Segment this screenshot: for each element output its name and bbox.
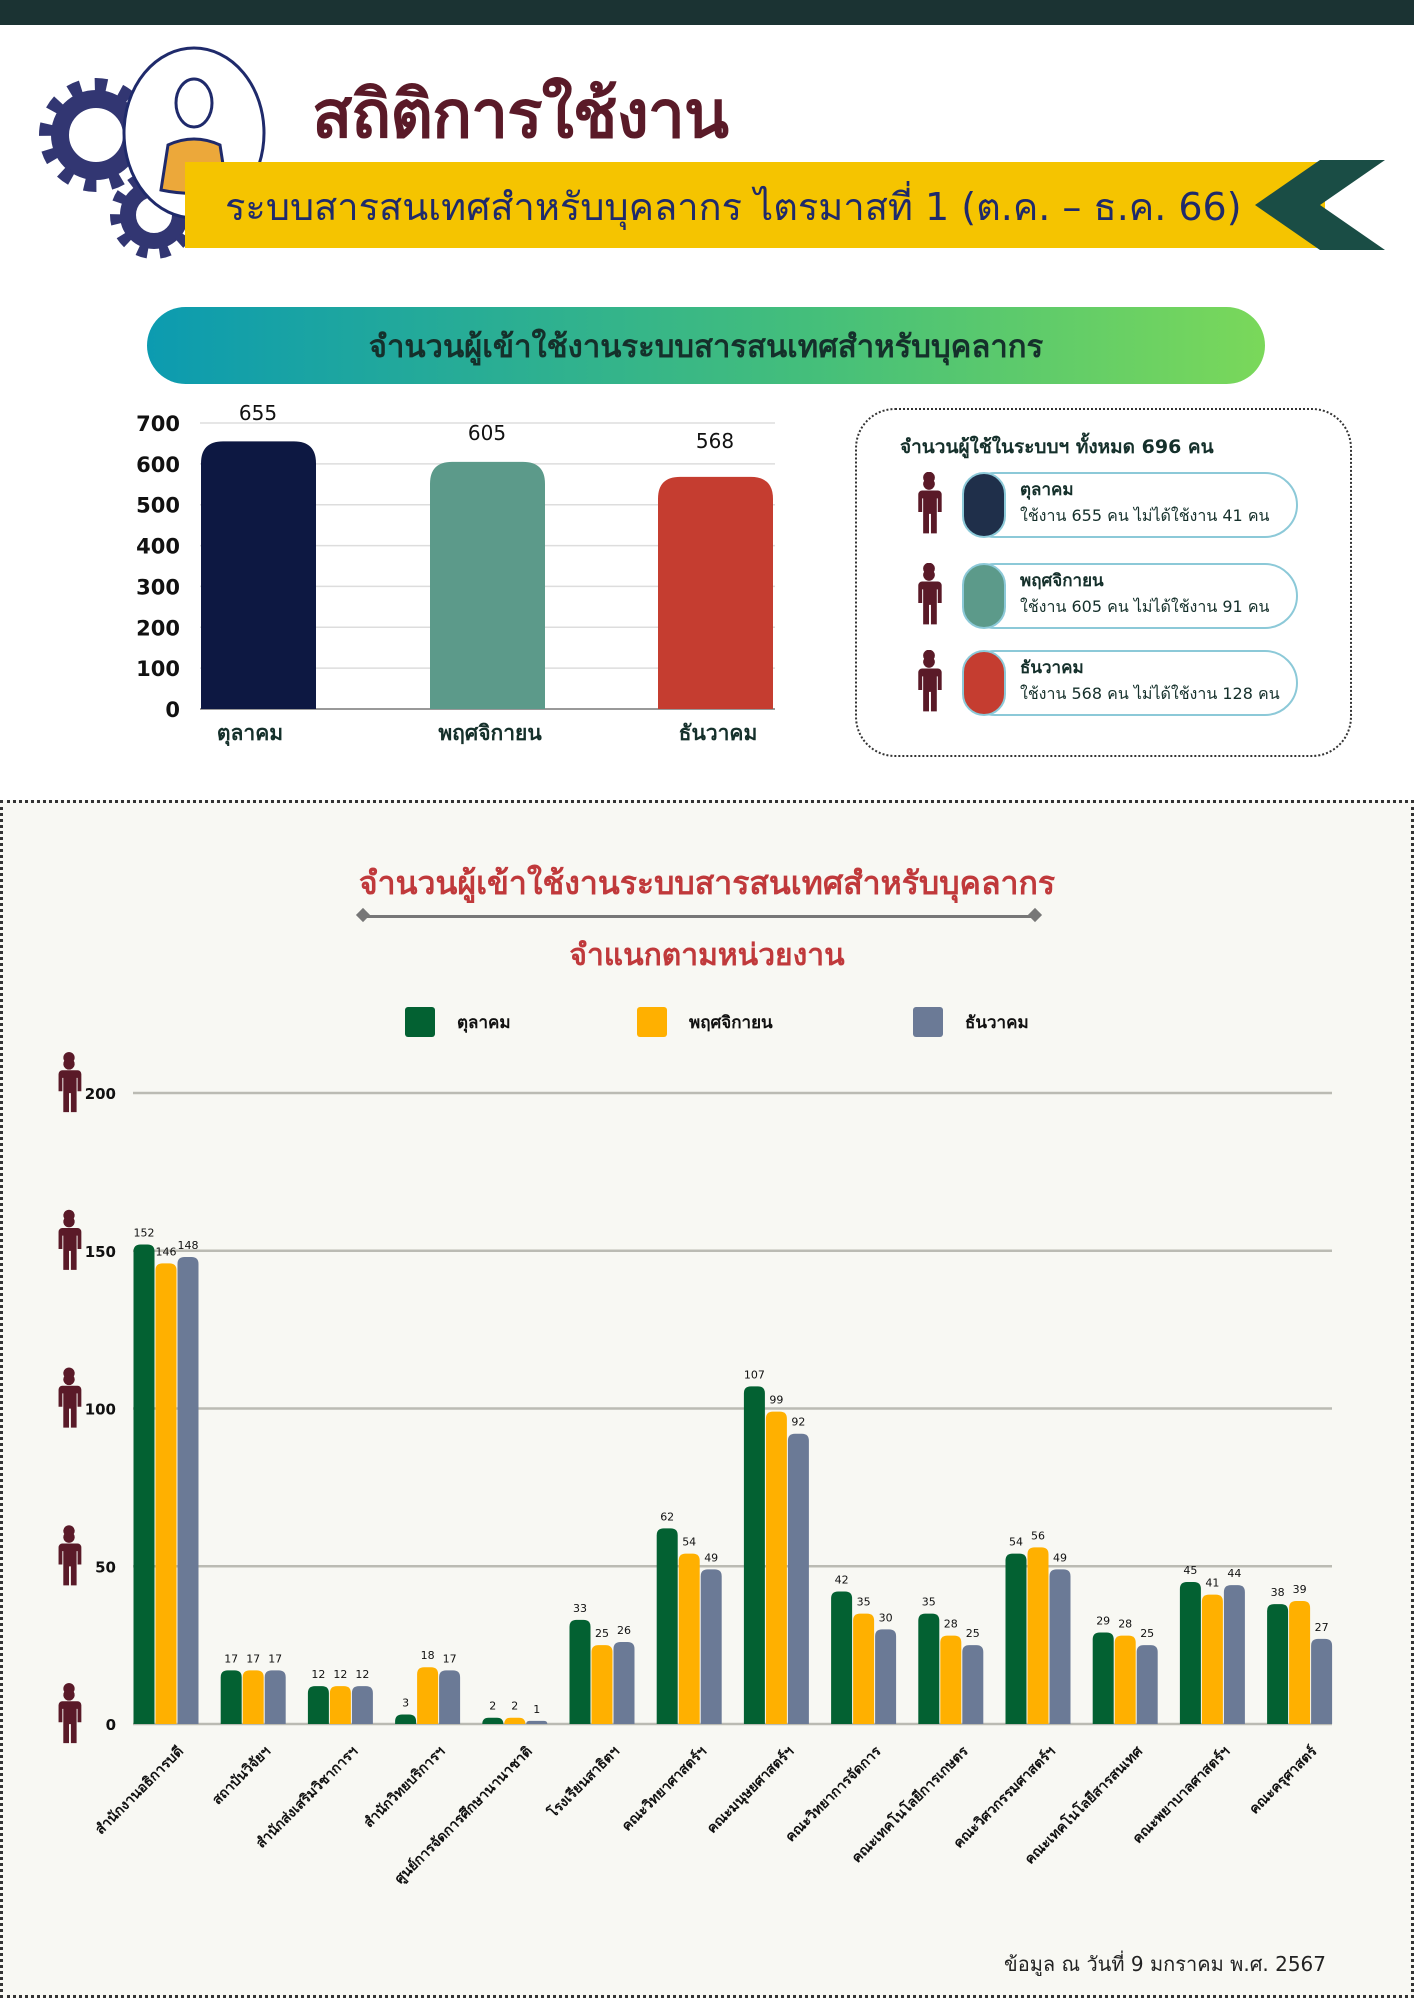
bar-value-label: 568	[696, 429, 734, 453]
month-color-swatch	[962, 650, 1006, 716]
x-category-label: พฤศจิกายน	[438, 721, 542, 745]
y-tick-label: 500	[136, 494, 180, 518]
legend-label: ตุลาคม	[457, 1012, 511, 1033]
person-icon	[918, 472, 942, 534]
summary-title: จำนวนผู้ใช้ในระบบฯ ทั้งหมด 696 คน	[900, 436, 1214, 458]
legend-swatch	[913, 1007, 943, 1037]
person-icon	[918, 650, 942, 712]
summary-usage-text: ใช้งาน 605 คน ไม่ได้ใช้งาน 91 คน	[1020, 597, 1270, 616]
department-section	[0, 800, 1414, 1998]
summary-usage-text: ใช้งาน 655 คน ไม่ได้ใช้งาน 41 คน	[1020, 506, 1270, 525]
section2-title: จำนวนผู้เข้าใช้งานระบบสารสนเทศสำหรับบุคล…	[358, 864, 1056, 902]
x-category-label: ตุลาคม	[217, 721, 283, 747]
summary-item: ตุลาคม ใช้งาน 655 คน ไม่ได้ใช้งาน 41 คน	[912, 472, 1298, 540]
summary-box	[855, 408, 1352, 757]
summary-month: พฤศจิกายน	[1020, 571, 1104, 591]
bar-0	[201, 441, 316, 709]
person-icon	[918, 563, 942, 625]
month-color-swatch	[962, 563, 1006, 629]
y-tick-label: 400	[136, 535, 180, 559]
subtitle-banner	[185, 162, 1325, 248]
legend-swatch	[405, 1007, 435, 1037]
summary-pill	[962, 650, 1298, 716]
y-tick-label: 200	[136, 616, 180, 640]
legend-item-nov: พฤศจิกายน	[637, 1007, 773, 1037]
chevron-ribbon-icon	[1255, 160, 1385, 250]
bar-value-label: 605	[468, 421, 506, 445]
summary-month: ธันวาคม	[1020, 658, 1084, 678]
legend-item-oct: ตุลาคม	[405, 1007, 511, 1037]
month-color-swatch	[962, 472, 1006, 538]
top-bar	[0, 0, 1414, 25]
legend-label: พฤศจิกายน	[689, 1012, 773, 1033]
divider-line	[363, 915, 1035, 918]
legend-swatch	[637, 1007, 667, 1037]
y-tick-label: 300	[136, 575, 180, 599]
legend-label: ธันวาคม	[965, 1012, 1029, 1033]
summary-usage-text: ใช้งาน 568 คน ไม่ได้ใช้งาน 128 คน	[1020, 684, 1280, 703]
summary-item: พฤศจิกายน ใช้งาน 605 คน ไม่ได้ใช้งาน 91 …	[912, 563, 1298, 631]
section1-heading: จำนวนผู้เข้าใช้งานระบบสารสนเทศสำหรับบุคล…	[147, 307, 1265, 384]
section2-subtitle: จำแนกตามหน่วยงาน	[569, 938, 845, 973]
y-tick-label: 700	[136, 412, 180, 436]
legend-item-dec: ธันวาคม	[913, 1007, 1029, 1037]
subtitle-text: ระบบสารสนเทศสำหรับบุคลากร ไตรมาสที่ 1 (ต…	[225, 185, 1242, 229]
data-date-note: ข้อมูล ณ วันที่ 9 มกราคม พ.ศ. 2567	[1004, 1952, 1326, 1976]
bar-value-label: 655	[239, 401, 277, 425]
page-title: สถิติการใช้งาน	[312, 76, 729, 153]
x-category-label: ธันวาคม	[679, 721, 758, 745]
summary-pill	[962, 472, 1298, 538]
bar-1	[430, 461, 545, 709]
summary-month: ตุลาคม	[1020, 480, 1074, 500]
y-tick-label: 100	[136, 657, 180, 681]
bar-2	[658, 476, 773, 709]
summary-pill	[962, 563, 1298, 629]
y-tick-label: 0	[165, 698, 180, 722]
summary-item: ธันวาคม ใช้งาน 568 คน ไม่ได้ใช้งาน 128 ค…	[912, 650, 1298, 718]
y-tick-label: 600	[136, 453, 180, 477]
